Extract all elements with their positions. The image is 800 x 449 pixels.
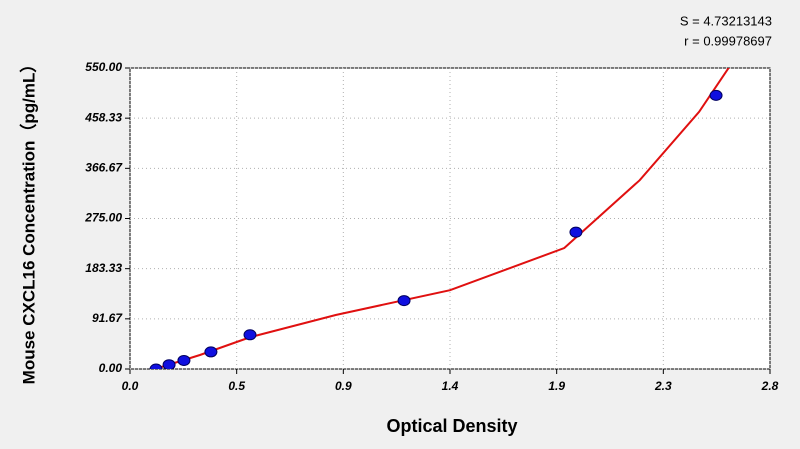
y-tick-label: 550.00 <box>85 60 122 74</box>
y-tick-label: 366.67 <box>85 161 123 175</box>
data-point <box>397 295 411 307</box>
data-point <box>177 354 191 366</box>
y-tick-label: 183.33 <box>85 261 122 275</box>
data-point <box>709 89 723 101</box>
y-tick-label: 91.67 <box>92 311 123 325</box>
x-tick-label: 2.3 <box>654 379 672 393</box>
x-tick-label: 0.0 <box>122 379 139 393</box>
annotation: r = 0.99978697 <box>684 33 772 48</box>
y-axis-label: Mouse CXCL16 Concentration（pg/mL） <box>18 56 38 385</box>
data-point <box>204 346 218 358</box>
x-tick-label: 1.9 <box>548 379 565 393</box>
y-tick-label: 275.00 <box>84 211 122 225</box>
fit-curve <box>154 68 730 369</box>
x-tick-label: 0.9 <box>335 379 352 393</box>
y-tick-label: 458.33 <box>84 110 122 124</box>
data-point <box>243 329 257 341</box>
x-axis-label: Optical Density <box>386 416 517 436</box>
marks <box>149 68 730 369</box>
x-tick-label: 2.8 <box>761 379 779 393</box>
x-tick-label: 0.5 <box>228 379 245 393</box>
data-point <box>569 226 583 238</box>
grid <box>125 67 771 374</box>
y-tick-label: 0.00 <box>99 361 123 375</box>
data-point <box>149 363 163 369</box>
data-point <box>162 359 176 369</box>
x-tick-label: 1.4 <box>442 379 459 393</box>
annotation: S = 4.73213143 <box>680 13 772 28</box>
